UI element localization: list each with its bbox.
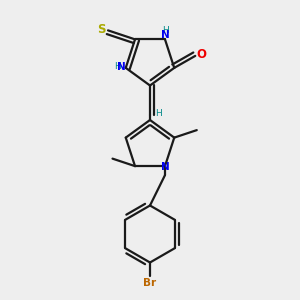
Text: H: H <box>156 110 162 118</box>
Text: S: S <box>97 23 106 36</box>
Text: N: N <box>117 62 126 72</box>
Text: N: N <box>160 30 169 40</box>
Text: N: N <box>161 162 170 172</box>
Text: H: H <box>114 62 121 71</box>
Text: O: O <box>197 49 207 62</box>
Text: Br: Br <box>143 278 157 288</box>
Text: H: H <box>163 26 169 35</box>
